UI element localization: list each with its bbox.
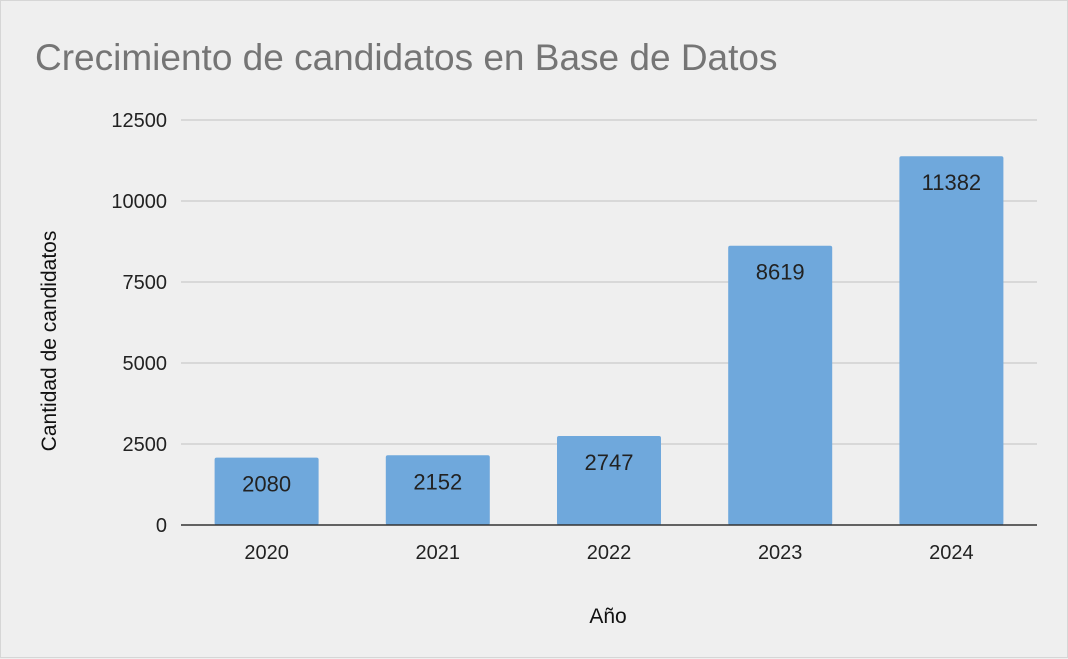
y-tick-label: 12500 xyxy=(111,110,167,132)
data-label-2020: 2080 xyxy=(242,472,291,497)
x-tick-label-2024: 2024 xyxy=(929,542,974,564)
data-label-2023: 8619 xyxy=(756,260,805,285)
bar-2020 xyxy=(214,457,319,525)
x-tick-label-2022: 2022 xyxy=(587,542,632,564)
x-tick-label-2023: 2023 xyxy=(758,542,803,564)
x-tick-label-2021: 2021 xyxy=(416,542,461,564)
bar-2021 xyxy=(385,455,490,525)
chart-title: Crecimiento de candidatos en Base de Dat… xyxy=(35,37,778,78)
y-tick-label: 0 xyxy=(156,515,167,537)
x-axis-title: Año xyxy=(589,605,626,628)
bar-2024 xyxy=(899,156,1004,525)
bar-2023 xyxy=(728,245,833,526)
y-tick-label: 2500 xyxy=(123,434,168,456)
bar-2022 xyxy=(557,435,661,525)
y-tick-label: 10000 xyxy=(111,191,167,213)
bars: 2080 2152 2747 8619 11382 xyxy=(214,156,1004,526)
data-label-2021: 2152 xyxy=(413,469,462,494)
y-axis-title: Cantidad de candidatos xyxy=(38,231,61,452)
y-tick-label: 7500 xyxy=(123,272,168,294)
axes: 0 2500 5000 7500 10000 12500 2020 2021 2022 2023 2… xyxy=(111,110,1037,564)
data-label-2024: 11382 xyxy=(922,170,982,195)
x-tick-label-2020: 2020 xyxy=(244,542,289,564)
data-label-2022: 2747 xyxy=(585,450,634,475)
y-tick-label: 5000 xyxy=(123,353,168,375)
gridlines xyxy=(181,119,1037,445)
